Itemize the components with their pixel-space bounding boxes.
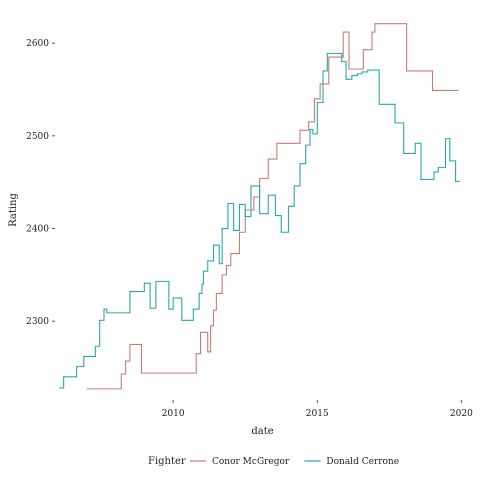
legend: Fighter Conor McGregor Donald Cerrone bbox=[148, 456, 399, 467]
y-tick-label: 2600 bbox=[26, 39, 49, 49]
axes: 2010 2015 2020 2300 2400 2500 2600 bbox=[26, 39, 473, 419]
series-line-2 bbox=[59, 52, 460, 389]
x-tick-label: 2015 bbox=[306, 409, 329, 419]
y-axis-title: Rating bbox=[8, 193, 19, 227]
legend-label-1: Conor McGregor bbox=[212, 457, 290, 467]
series-line-1 bbox=[86, 23, 459, 390]
y-tick-label: 2300 bbox=[26, 317, 49, 327]
legend-label-2: Donald Cerrone bbox=[326, 457, 399, 467]
y-tick-label: 2500 bbox=[26, 132, 49, 142]
plot-area bbox=[59, 23, 460, 390]
x-axis-title: date bbox=[251, 426, 273, 437]
legend-title: Fighter bbox=[148, 456, 186, 467]
y-tick-label: 2400 bbox=[26, 225, 49, 235]
x-tick-label: 2020 bbox=[450, 409, 473, 419]
x-tick-label: 2010 bbox=[162, 409, 185, 419]
